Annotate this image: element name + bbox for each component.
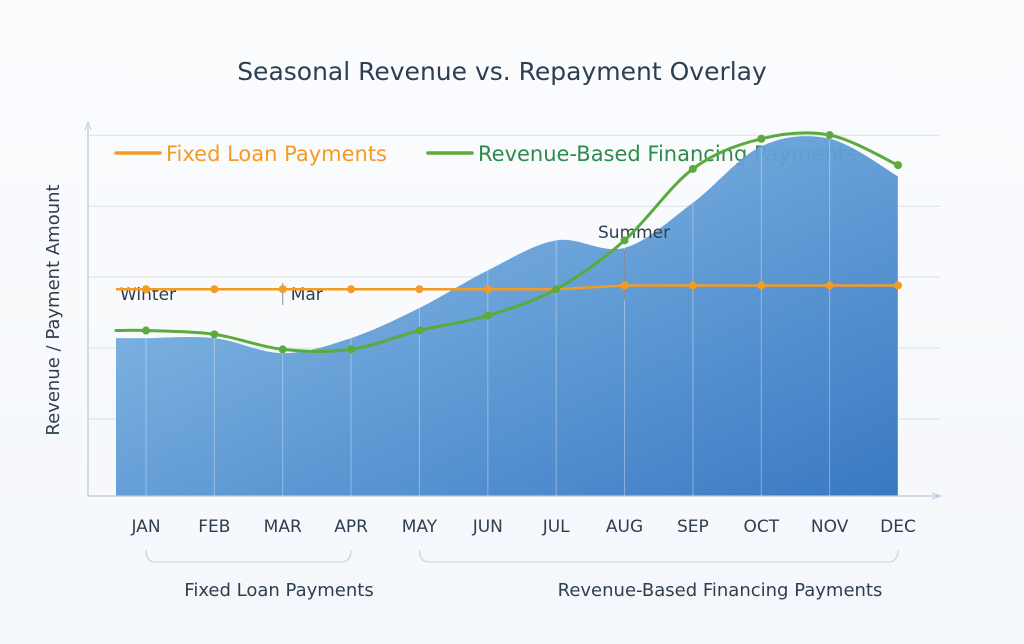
- fixed-payments-line: [116, 284, 902, 291]
- period-bracket: [418, 549, 899, 563]
- chart-title: Seasonal Revenue vs. Repayment Overlay: [237, 57, 767, 86]
- rbf-payment-point: [757, 134, 766, 143]
- revenue-area: [116, 136, 898, 497]
- y-axis-arrow: [84, 120, 92, 131]
- chart-legend: Fixed Loan Payments Revenue-Based Financi…: [114, 142, 857, 166]
- rbf-payment-point: [210, 330, 219, 339]
- x-tick-dec: DEC: [880, 517, 916, 537]
- x-tick-may: MAY: [402, 517, 438, 537]
- rbf-payment-point: [142, 326, 150, 335]
- rbf-payment-point: [688, 164, 697, 173]
- y-axis-label: Revenue / Payment Amount: [43, 184, 64, 435]
- rbf-payment-point: [894, 161, 902, 170]
- fixed-payment-point: [415, 285, 424, 294]
- x-tick-nov: NOV: [811, 517, 849, 537]
- fixed-payment-point: [210, 285, 219, 294]
- x-axis-arrow: [931, 492, 942, 500]
- x-tick-feb: FEB: [198, 517, 230, 537]
- x-tick-jun: JUN: [472, 517, 503, 537]
- x-tick-sep: SEP: [677, 517, 709, 537]
- x-tick-apr: APR: [334, 517, 368, 537]
- axes: [84, 120, 942, 500]
- rbf-payment-point: [620, 236, 629, 245]
- fixed-payment-point: [483, 285, 492, 294]
- rbf-payment-point: [347, 345, 356, 354]
- x-tick-aug: AUG: [606, 517, 643, 537]
- x-tick-oct: OCT: [743, 517, 779, 537]
- rbf-payment-point: [552, 285, 561, 294]
- rbf-payment-point: [415, 326, 424, 335]
- fixed-payment-point: [894, 281, 902, 290]
- fixed-payment-point: [825, 281, 834, 290]
- fixed-payment-point: [347, 285, 356, 294]
- x-tick-mar: MAR: [264, 517, 302, 537]
- fixed-payment-point: [278, 285, 287, 294]
- x-tick-jul: JUL: [542, 517, 570, 537]
- rbf-payment-point: [278, 345, 287, 354]
- bracket-label: Revenue-Based Financing Payments: [558, 580, 883, 601]
- period-bracket: [145, 549, 352, 563]
- fixed-payment-point: [620, 281, 629, 290]
- revenue-area-layer: [116, 136, 899, 497]
- rbf-payment-point: [825, 131, 834, 140]
- rbf-payment-point: [483, 311, 492, 320]
- x-tick-labels: JAN FEB MAR APR MAY JUN JUL AUG SEP OCT NOV DEC: [130, 517, 915, 537]
- bracket-label: Fixed Loan Payments: [184, 580, 373, 601]
- period-brackets: Fixed Loan Payments Revenue-Based Financi…: [145, 549, 899, 601]
- fixed-payment-point: [757, 281, 766, 290]
- fixed-payment-point: [142, 285, 150, 294]
- fixed-payment-point: [688, 281, 697, 290]
- legend-label: Fixed Loan Payments: [166, 142, 387, 166]
- series-layer: [114, 131, 902, 354]
- x-tick-jan: JAN: [130, 517, 160, 537]
